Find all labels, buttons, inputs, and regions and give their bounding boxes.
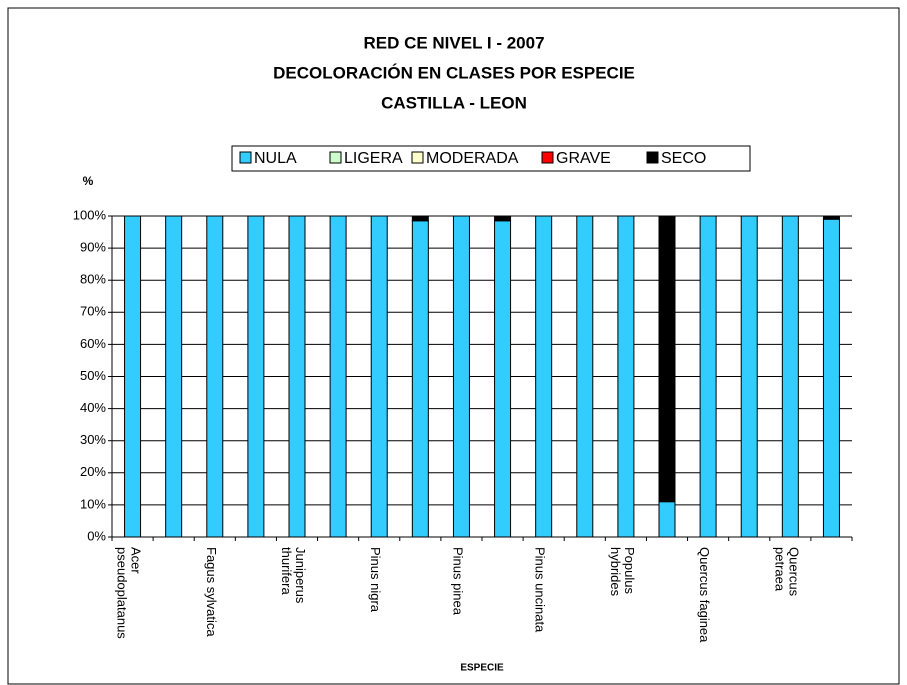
- bar-segment: [206, 215, 224, 538]
- bar-segment: [411, 215, 429, 222]
- legend-swatch: [411, 151, 424, 164]
- bar-segment: [740, 215, 758, 538]
- bar-segment: [124, 215, 142, 538]
- x-tick-label: Juniperusthurifera: [279, 547, 308, 604]
- y-tick-label: 80%: [80, 272, 106, 287]
- bar-segment: [165, 215, 183, 538]
- legend-label: LIGERA: [344, 150, 403, 167]
- chart-title: RED CE NIVEL I - 2007: [363, 33, 544, 52]
- chart-title: DECOLORACIÓN EN CLASES POR ESPECIE: [273, 63, 635, 82]
- bar-segment: [699, 215, 717, 538]
- x-tick-label: Populushybrides: [607, 547, 636, 597]
- legend-swatch: [646, 151, 659, 164]
- legend-label: SECO: [661, 150, 706, 167]
- bar-segment: [329, 215, 347, 538]
- bar-segment: [494, 215, 512, 222]
- y-tick-label: 0%: [87, 528, 106, 543]
- x-tick-label: Fagus sylvatica: [203, 547, 218, 637]
- bar-segment: [617, 215, 635, 538]
- bar-segment: [822, 215, 840, 220]
- y-tick-label: 30%: [80, 432, 106, 447]
- y-tick-label: 10%: [80, 496, 106, 511]
- bar-segment: [822, 218, 840, 538]
- y-tick-label: 40%: [80, 400, 106, 415]
- y-tick-label: 50%: [80, 368, 106, 383]
- legend-box: [231, 145, 751, 172]
- legend-label: MODERADA: [426, 150, 519, 167]
- chart-title: CASTILLA - LEON: [381, 93, 527, 112]
- bar-segment: [452, 215, 470, 538]
- bar-segment: [781, 215, 799, 538]
- x-tick-label: Acerpseudoplatanus: [114, 547, 143, 639]
- bar-segment: [494, 220, 512, 538]
- legend-swatch: [239, 151, 252, 164]
- x-tick-label: Quercus faginea: [697, 547, 712, 643]
- bar-segment: [576, 215, 594, 538]
- x-axis-label: ESPECIE: [460, 663, 504, 674]
- legend-swatch: [329, 151, 342, 164]
- y-tick-label: 100%: [73, 207, 107, 222]
- y-tick-label: 60%: [80, 336, 106, 351]
- y-axis-label: %: [83, 174, 94, 188]
- bar-segment: [247, 215, 265, 538]
- x-tick-label: Quercuspetraea: [772, 547, 801, 597]
- x-tick-label: Pinus uncinata: [532, 547, 547, 633]
- legend-label: NULA: [254, 150, 297, 167]
- bar-segment: [411, 220, 429, 538]
- bar-segment: [535, 215, 553, 538]
- bar-segment: [288, 215, 306, 538]
- x-tick-label: Pinus pinea: [450, 547, 465, 616]
- legend-label: GRAVE: [556, 150, 611, 167]
- bar-segment: [658, 501, 676, 538]
- bar-segment: [658, 215, 676, 503]
- y-tick-label: 70%: [80, 304, 106, 319]
- legend-swatch: [541, 151, 554, 164]
- y-tick-label: 20%: [80, 464, 106, 479]
- x-tick-label: Pinus nigra: [368, 547, 383, 613]
- bar-segment: [370, 215, 388, 538]
- y-tick-label: 90%: [80, 240, 106, 255]
